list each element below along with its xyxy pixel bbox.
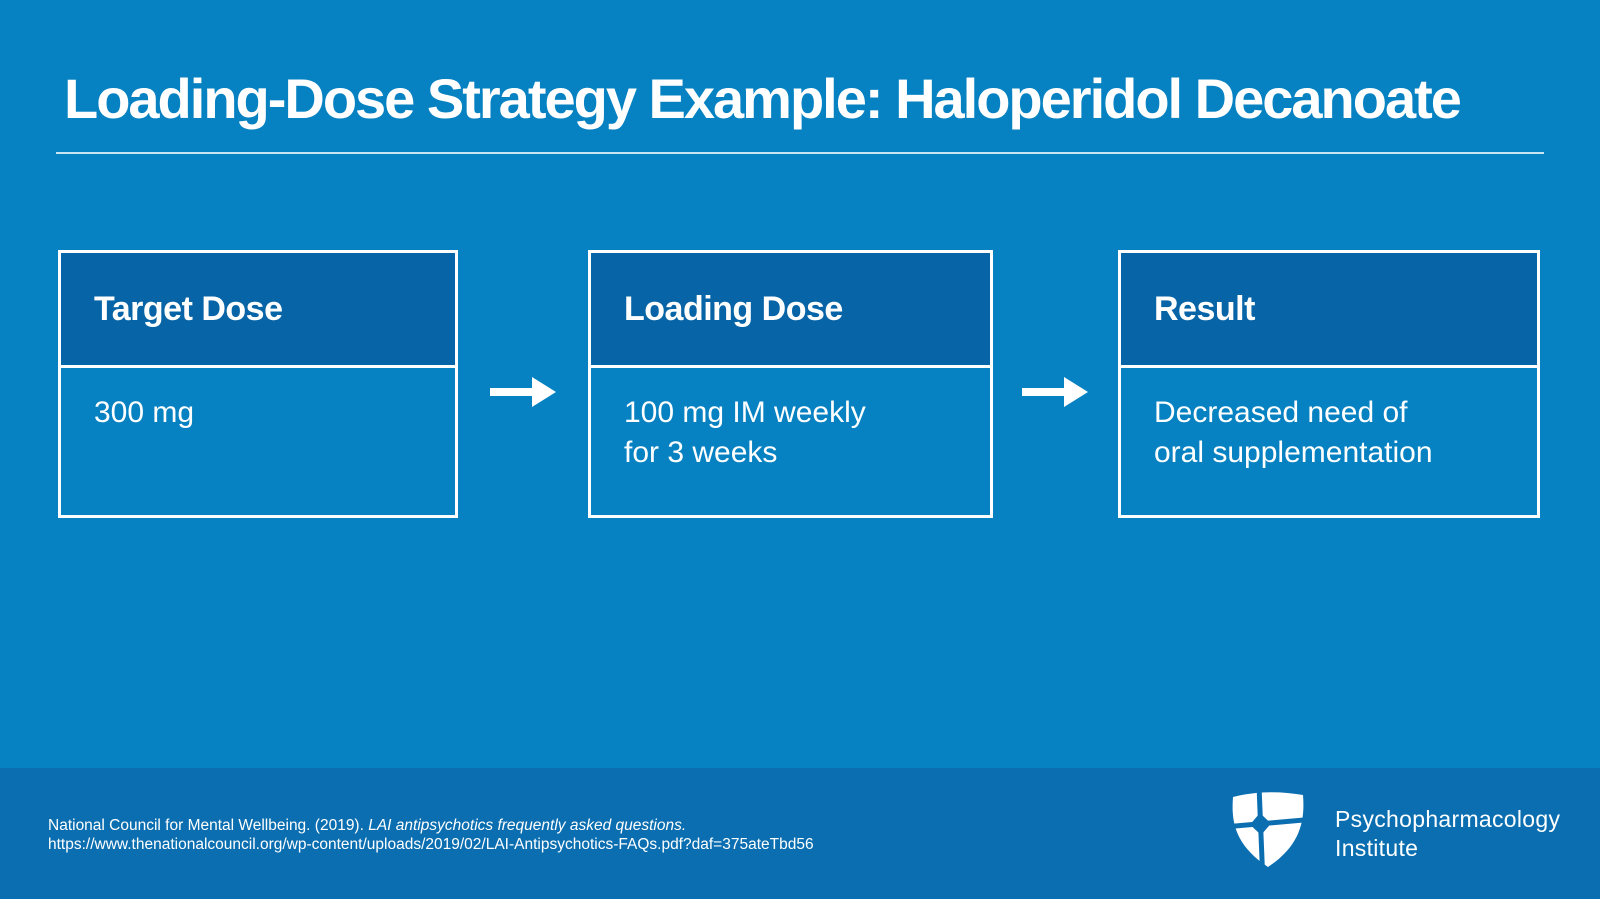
- citation-url: https://www.thenationalcouncil.org/wp-co…: [48, 836, 814, 853]
- box-body: 300 mg: [61, 368, 455, 433]
- box-header-label: Result: [1121, 253, 1537, 368]
- arrow-right-icon: [1022, 377, 1088, 407]
- logo-line-2: Institute: [1335, 835, 1419, 861]
- box-body-line: oral supplementation: [1154, 436, 1433, 469]
- box-body-line: 100 mg IM weekly: [624, 396, 866, 429]
- box-header-label: Loading Dose: [591, 253, 990, 368]
- footer-band: [0, 768, 1600, 899]
- box-body: Decreased need of oral supplementation: [1121, 368, 1537, 473]
- flow-box-loading-dose: Loading Dose 100 mg IM weekly for 3 week…: [588, 250, 993, 518]
- logo-line-1: Psychopharmacology: [1335, 806, 1561, 832]
- box-body-line: Decreased need of: [1154, 396, 1408, 429]
- box-body: 100 mg IM weekly for 3 weeks: [591, 368, 990, 473]
- arrow-right-icon: [490, 377, 556, 407]
- box-body-line: for 3 weeks: [624, 436, 778, 469]
- flow-box-result: Result Decreased need of oral supplement…: [1118, 250, 1540, 518]
- box-body-line: 300 mg: [94, 396, 195, 429]
- flow-box-target-dose: Target Dose 300 mg: [58, 250, 458, 518]
- citation-source: National Council for Mental Wellbeing. (…: [48, 817, 369, 834]
- citation: National Council for Mental Wellbeing. (…: [48, 816, 814, 854]
- page-title: Loading-Dose Strategy Example: Haloperid…: [64, 67, 1462, 130]
- box-header-label: Target Dose: [61, 253, 455, 368]
- shield-logo-icon: [1228, 788, 1308, 870]
- citation-title: LAI antipsychotics frequently asked ques…: [368, 817, 687, 834]
- logo: Psychopharmacology Institute: [1228, 788, 1560, 870]
- logo-text: Psychopharmacology Institute: [1335, 788, 1560, 870]
- title-divider: [56, 152, 1544, 154]
- citation-line-1: National Council for Mental Wellbeing. (…: [48, 816, 814, 835]
